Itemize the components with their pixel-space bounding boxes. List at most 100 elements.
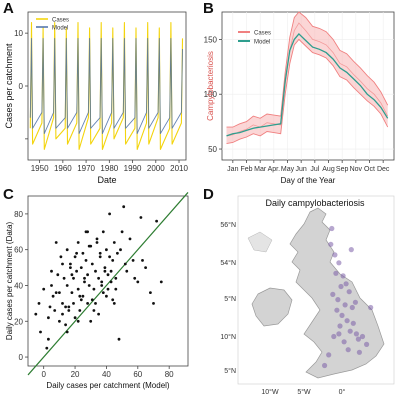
series-line-model	[29, 37, 183, 135]
scatter-point	[103, 266, 107, 269]
scatter-point	[65, 248, 69, 252]
scatter-point	[39, 330, 42, 334]
scatter-point	[72, 302, 75, 305]
case-area	[335, 297, 341, 303]
x-tick-label-b-2: Mar	[254, 166, 267, 173]
case-area	[364, 341, 370, 347]
y-tick-label-c-40: 40	[14, 281, 23, 290]
x-tick-label-b-1: Feb	[240, 166, 252, 173]
scatter-point	[54, 241, 58, 244]
case-area	[337, 323, 343, 329]
scatter-point	[69, 262, 72, 266]
scatter-point	[79, 298, 83, 302]
scatter-point	[78, 294, 82, 298]
scatter-point	[48, 305, 52, 309]
scatter-point	[106, 273, 110, 277]
scatter-point	[119, 248, 122, 252]
scatter-point	[73, 316, 77, 320]
x-tick-label-b-11: Dec	[377, 166, 390, 173]
lon-tick-label-1: 5°W	[297, 388, 311, 396]
series-line-cases	[226, 22, 389, 137]
scatter-point	[79, 266, 83, 269]
legend-label-cases: Cases	[52, 18, 69, 24]
scatter-point	[64, 323, 67, 327]
scatter-point	[75, 251, 78, 255]
scatter-point	[106, 287, 110, 291]
case-area	[338, 283, 344, 290]
scatter-point	[87, 284, 91, 287]
scatter-point	[105, 248, 108, 252]
case-area	[345, 347, 351, 353]
scatter-point	[122, 205, 126, 209]
case-area	[342, 302, 348, 308]
x-tick-label-b-0: Jan	[227, 166, 238, 173]
scatter-point	[76, 287, 80, 291]
scatter-point	[34, 312, 38, 316]
panel-letter-a: A	[3, 0, 14, 17]
x-tick-label-2000: 2000	[147, 164, 165, 173]
cases-upper-line	[226, 11, 389, 128]
scatter-point	[116, 251, 119, 255]
legend-label-b-model: Model	[254, 40, 270, 46]
y-axis-label-a: Cases per catchment	[4, 43, 14, 129]
scatter-point	[67, 309, 71, 312]
y-tick-label-10: 10	[14, 29, 23, 38]
case-area	[348, 247, 354, 253]
scatter-point	[123, 262, 127, 266]
case-area	[353, 331, 359, 337]
scatter-point	[50, 284, 53, 287]
scatter-point	[72, 276, 75, 280]
scatter-point	[141, 259, 144, 262]
scatter-point	[108, 212, 111, 216]
scatter-point	[70, 291, 74, 294]
y-tick-label-c-60: 60	[14, 246, 23, 255]
scatter-point	[112, 241, 116, 244]
case-area	[340, 273, 346, 279]
x-tick-label-c-60: 60	[133, 370, 142, 379]
lon-tick-label-2: 0°	[339, 388, 346, 396]
scatter-point	[59, 255, 63, 259]
case-area	[347, 328, 353, 334]
legend-label-model: Model	[52, 26, 68, 32]
lon-tick-label-0: 10°W	[261, 388, 279, 396]
case-area	[332, 252, 338, 258]
scatter-point	[58, 291, 61, 294]
scatter-point	[105, 294, 108, 298]
legend-label-b-cases: Cases	[254, 31, 271, 37]
y-axis-label-c: Daily cases per catchment (Data)	[5, 222, 14, 341]
scatter-point	[47, 337, 50, 341]
case-area	[356, 349, 362, 355]
scatter-point	[70, 273, 74, 277]
scatter-point	[83, 276, 86, 280]
scatter-point	[100, 284, 104, 287]
x-tick-label-c-40: 40	[102, 370, 111, 379]
case-area	[330, 291, 336, 297]
scatter-point	[67, 305, 71, 309]
scatter-point	[131, 259, 135, 262]
scatter-point	[86, 302, 89, 305]
scatter-point	[159, 280, 163, 284]
x-tick-label-b-5: Jun	[296, 166, 307, 173]
case-area	[341, 339, 347, 345]
identity-line	[27, 192, 189, 376]
scatter-point	[58, 319, 61, 323]
lat-tick-label-0: 56°N	[220, 221, 236, 229]
scatter-point	[51, 294, 55, 298]
scatter-point	[111, 298, 115, 302]
scatter-point	[86, 273, 89, 277]
x-axis-label-b: Day of the Year	[281, 176, 336, 185]
scatter-point	[94, 269, 97, 273]
scatter-point	[50, 269, 53, 273]
scatter-point	[108, 255, 111, 259]
case-area	[329, 225, 335, 232]
y-tick-label-c-80: 80	[14, 210, 23, 219]
scatter-point	[117, 337, 121, 341]
x-tick-label-b-6: Jul	[310, 166, 319, 173]
y-tick-label-c-20: 20	[14, 317, 23, 326]
scatter-point	[125, 269, 129, 273]
scatter-point	[65, 284, 69, 287]
scatter-point	[61, 262, 64, 266]
series-line-model	[226, 32, 389, 137]
x-tick-label-c-0: 0	[41, 370, 46, 379]
